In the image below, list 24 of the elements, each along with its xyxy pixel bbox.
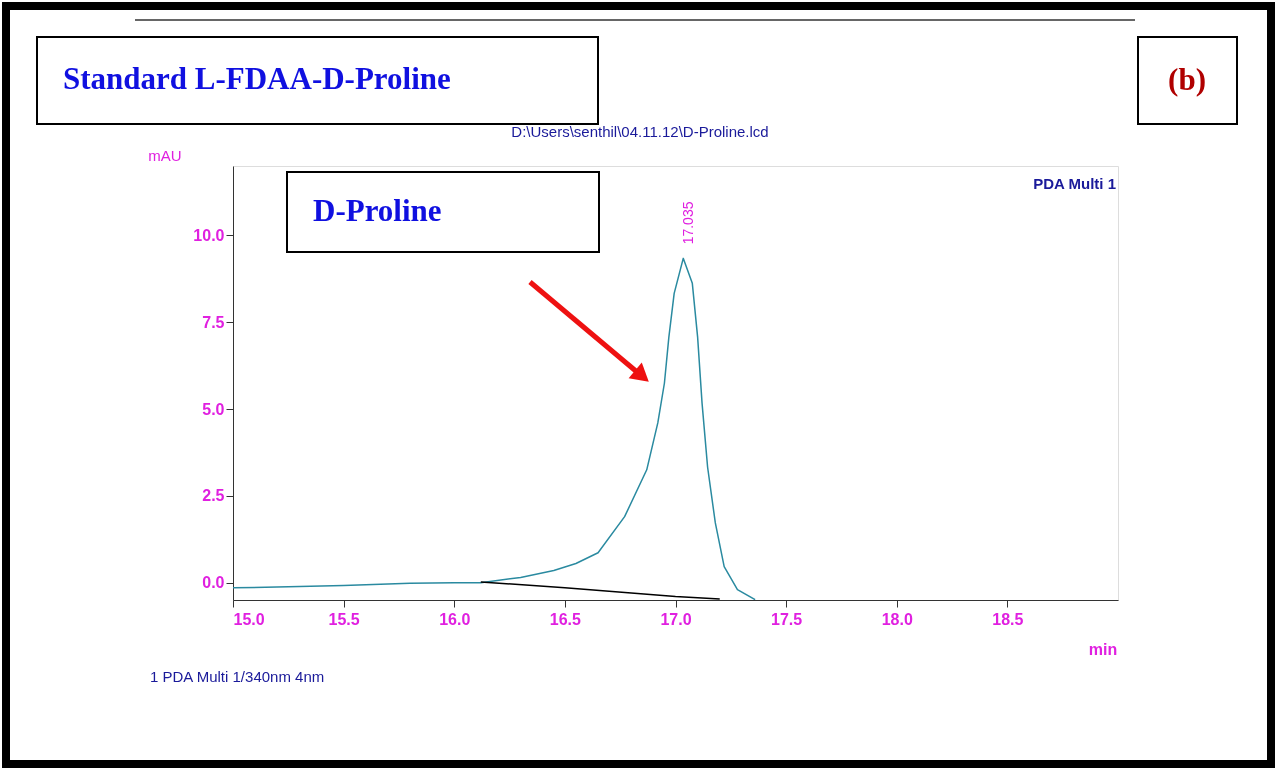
x-axis-title: min bbox=[1088, 641, 1118, 658]
y-axis-title: mAU bbox=[148, 147, 182, 164]
y-tick-label: 10.0 bbox=[193, 226, 225, 244]
line-series bbox=[233, 257, 756, 600]
annotation: D-Proline bbox=[313, 193, 442, 228]
text: 1 PDA Multi 1/340nm 4nm bbox=[150, 668, 325, 685]
chart-title: Standard L-FDAA-D-Proline bbox=[63, 61, 451, 96]
x-tick-label: 18.0 bbox=[881, 610, 913, 628]
x-tick-label: 16.5 bbox=[549, 610, 582, 628]
x-tick-label: 17.0 bbox=[660, 610, 692, 628]
x-tick-label: 17.5 bbox=[771, 610, 803, 628]
annotation: PDA Multi 1 bbox=[1033, 175, 1116, 192]
y-tick-label: 0.0 bbox=[202, 574, 225, 592]
x-tick-label: 15.5 bbox=[328, 610, 360, 628]
x-tick-label: 18.5 bbox=[992, 610, 1024, 628]
y-tick-label: 7.5 bbox=[202, 313, 225, 331]
chart-subtitle: D:\Users\senthil\04.11.12\D-Proline.lcd bbox=[511, 123, 769, 140]
x-tick-label: 16.0 bbox=[439, 610, 471, 628]
y-tick-label: 2.5 bbox=[202, 487, 225, 505]
y-tick-label: 5.0 bbox=[202, 400, 225, 418]
annotation: 17.035 bbox=[680, 201, 697, 245]
x-tick-label: 15.0 bbox=[233, 610, 265, 628]
text: (b) bbox=[1168, 62, 1206, 97]
line-series bbox=[480, 581, 721, 600]
